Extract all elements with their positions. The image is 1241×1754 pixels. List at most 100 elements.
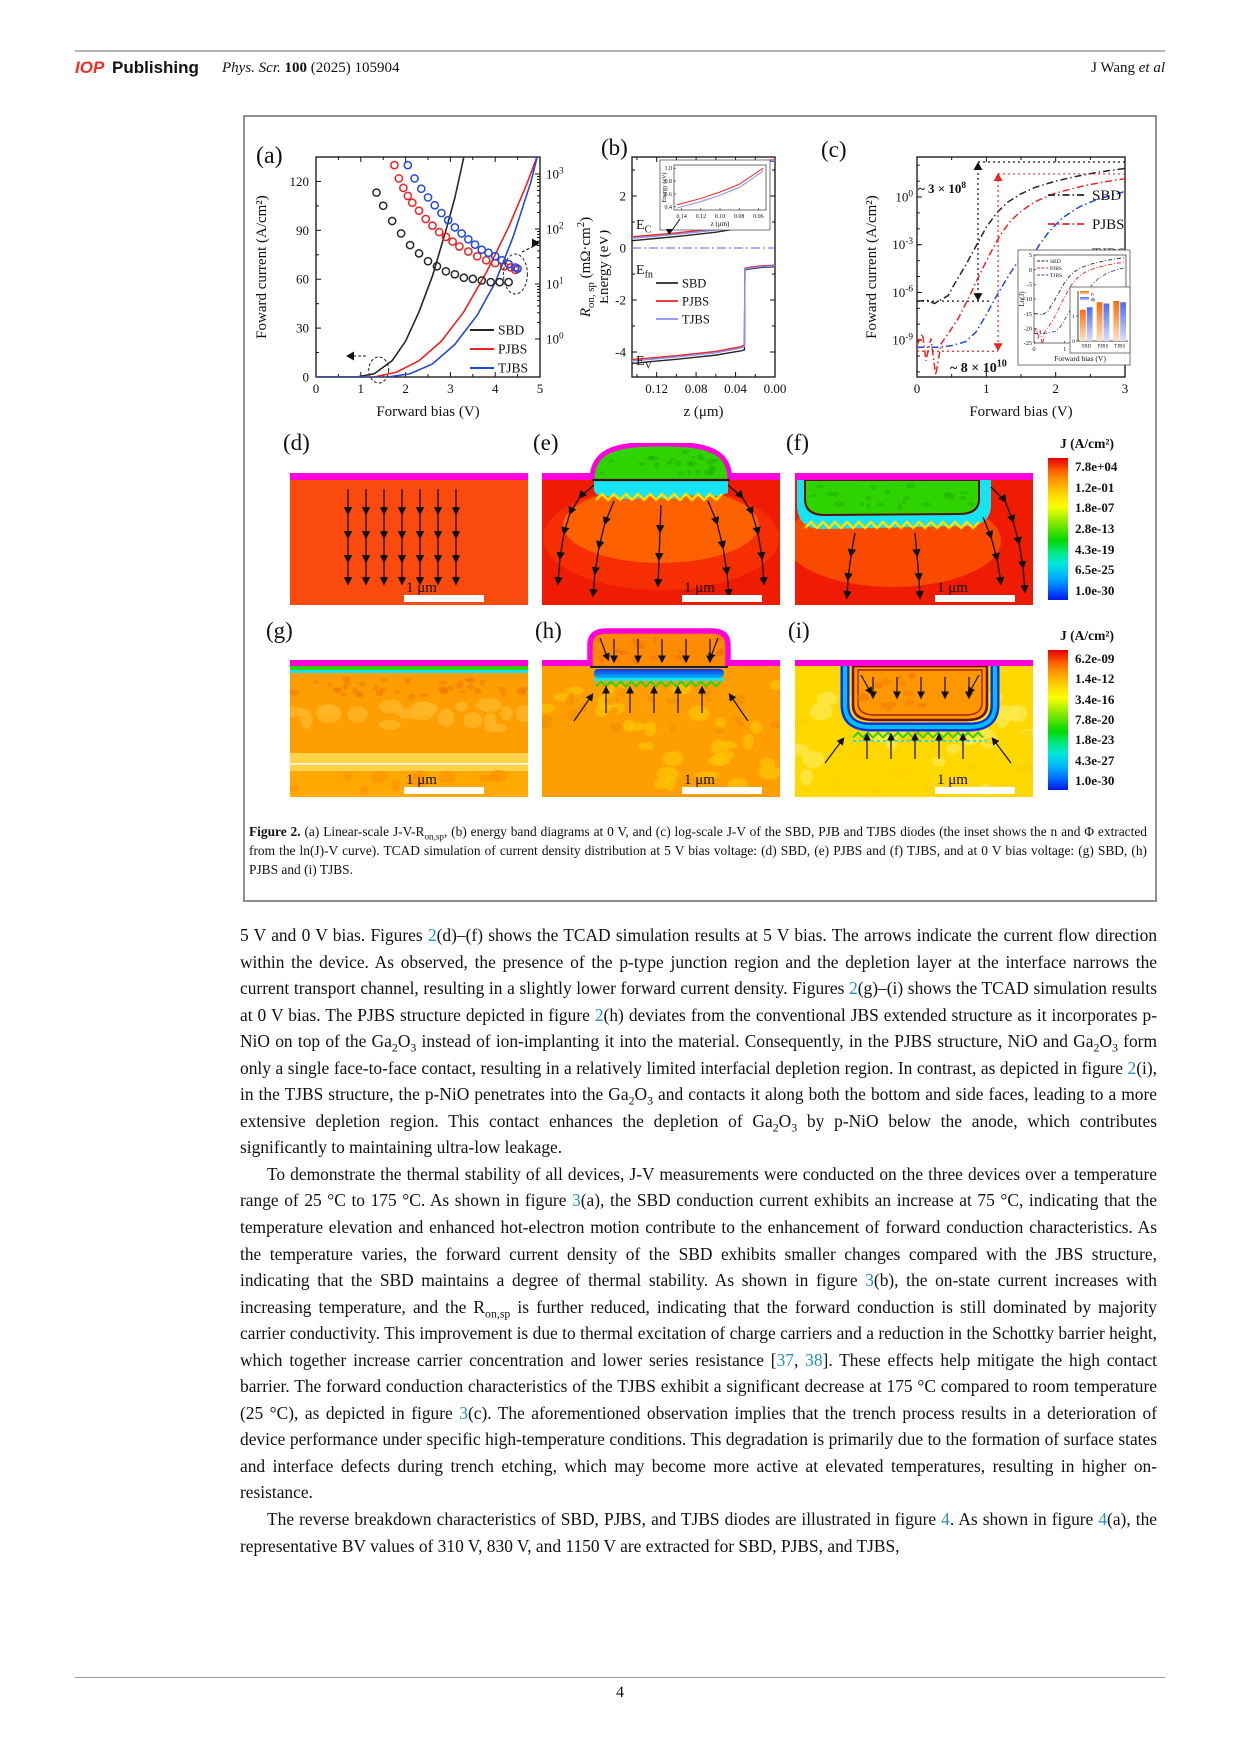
inline-reference-link[interactable]: 38: [805, 1349, 823, 1370]
panel-a-linear-jv-ron-chart: (a) 0 1 2 3 4 5 0 30 60 90 120 100 101 102 103 Foward cu…: [254, 143, 597, 420]
journal-volume: 100: [284, 60, 308, 76]
svg-text:TJBS: TJBS: [1050, 273, 1062, 279]
inline-reference-link[interactable]: 4: [1098, 1509, 1108, 1530]
panel-b-axes: 0.12 0.08 0.04 0.00 2 0 -2 -4: [615, 157, 786, 396]
colorbar-tick-label: 7.8e+04: [1075, 459, 1118, 474]
panel-f-current-map-tjbs-5v: 1 μm: [795, 473, 1033, 605]
svg-text:-4: -4: [615, 345, 626, 360]
article-body: 5 V and 0 V bias. Figures 2(d)–(f) shows…: [240, 922, 1157, 1559]
svg-text:0.10: 0.10: [715, 214, 726, 220]
panel-c-series: [917, 167, 1125, 376]
inline-reference-link[interactable]: 3: [572, 1190, 581, 1211]
svg-text:PJBS: PJBS: [1098, 345, 1109, 350]
figure-2-frame: [243, 115, 1157, 902]
svg-text:Forward bias (V): Forward bias (V): [376, 404, 479, 420]
colorbar-bottom-title: J (A/cm²): [1060, 628, 1114, 643]
svg-text:100: 100: [895, 189, 913, 204]
svg-text:PJBS: PJBS: [1050, 266, 1062, 272]
svg-text:Foward current (A/cm²): Foward current (A/cm²): [254, 195, 270, 339]
svg-text:0.00: 0.00: [764, 381, 787, 396]
inline-reference-link[interactable]: 2: [594, 1004, 604, 1025]
svg-text:1 μm: 1 μm: [406, 580, 437, 596]
panel-a-axes: 0 1 2 3 4 5 0 30 60 90 120 100 101 102 103: [290, 157, 564, 396]
svg-text:0.04: 0.04: [724, 381, 747, 396]
svg-text:2: 2: [620, 189, 627, 204]
svg-text:Energy (eV): Energy (eV): [600, 230, 612, 304]
svg-text:90: 90: [296, 223, 309, 238]
colorbar-tick-label: 1.8e-23: [1075, 732, 1115, 748]
colorbar-tick-label: 4.3e-27: [1075, 752, 1115, 768]
svg-text:EC: EC: [636, 218, 652, 236]
colorbar-tick-label: 6.5e-25: [1075, 562, 1115, 578]
inline-reference-link[interactable]: 2: [849, 978, 858, 999]
svg-text:0: 0: [914, 381, 921, 396]
svg-text:60: 60: [296, 272, 309, 287]
svg-text:Efn: Efn: [636, 263, 653, 281]
inline-reference-link[interactable]: 2: [427, 925, 437, 945]
svg-text:1: 1: [358, 381, 365, 396]
svg-text:-10: -10: [1024, 296, 1032, 303]
inline-reference-link[interactable]: 4: [941, 1509, 950, 1530]
svg-text:-20: -20: [1024, 326, 1032, 333]
svg-text:z (μm): z (μm): [683, 404, 723, 420]
svg-text:0.8: 0.8: [665, 179, 673, 185]
panel-h-current-map-pjbs-0v: 1 μm: [542, 628, 780, 797]
svg-text:SBD: SBD: [1081, 345, 1091, 350]
svg-text:30: 30: [296, 321, 309, 336]
panel-d-label: (d): [283, 430, 310, 455]
colorbar-tick-label: 1.2e-01: [1075, 479, 1115, 495]
svg-text:1: 1: [1072, 314, 1075, 320]
colorbar-tick-label: 1.8e-07: [1075, 500, 1115, 516]
colorbar-tick-label: 1.0e-30: [1075, 773, 1115, 788]
panel-b-legend: SBD PJBS TJBS: [656, 277, 710, 327]
svg-text:0.08: 0.08: [734, 214, 745, 220]
svg-text:~ 3 × 108: ~ 3 × 108: [918, 181, 966, 196]
panel-i-current-map-tjbs-0v: 1 μm: [795, 660, 1033, 797]
publisher-logo: IOP Publishing: [75, 58, 199, 78]
author-name: J Wang: [1091, 60, 1139, 76]
colorbar-tick-label: 3.4e-16: [1075, 691, 1115, 707]
current-flow-arrows: [824, 674, 1012, 764]
svg-text:SBD: SBD: [1092, 188, 1121, 204]
svg-text:5: 5: [537, 381, 544, 396]
svg-text:-15: -15: [1024, 311, 1032, 318]
svg-text:Forward bias (V): Forward bias (V): [1054, 354, 1106, 363]
svg-text:-2: -2: [615, 293, 626, 308]
page-number: 4: [616, 1684, 624, 1701]
inline-reference-link[interactable]: 37: [776, 1349, 794, 1370]
svg-text:-25: -25: [1024, 340, 1032, 347]
current-flow-arrows: [343, 489, 461, 586]
panel-a-legend: SBD PJBS TJBS: [470, 323, 528, 376]
inline-reference-link[interactable]: 3: [865, 1270, 874, 1291]
svg-text:120: 120: [290, 174, 310, 189]
svg-text:PJBS: PJBS: [1092, 217, 1125, 233]
svg-text:0.12: 0.12: [645, 381, 668, 396]
colorbar-tick-label: 1.0e-30: [1075, 583, 1115, 598]
svg-text:0.08: 0.08: [685, 381, 708, 396]
svg-text:z (μm): z (μm): [711, 220, 730, 228]
svg-text:1 μm: 1 μm: [937, 580, 968, 596]
svg-text:SBD: SBD: [682, 277, 706, 291]
figure-caption: Figure 2. (a) Linear-scale J-V-Ron,sp, (…: [249, 824, 1147, 878]
panel-a-annotations: [346, 238, 540, 384]
running-authors: J Wang et al: [1091, 60, 1165, 77]
inline-reference-link[interactable]: 3: [459, 1402, 468, 1423]
author-etal: et al: [1138, 60, 1165, 76]
svg-text:(a): (a): [256, 143, 283, 169]
svg-text:1 μm: 1 μm: [684, 580, 715, 596]
svg-text:1: 1: [983, 381, 990, 396]
panel-e-current-map-pjbs-5v: 1 μm: [542, 443, 780, 605]
svg-text:-5: -5: [1027, 282, 1032, 289]
svg-text:~ 8 × 1010: ~ 8 × 1010: [950, 358, 1007, 376]
svg-text:0: 0: [1072, 339, 1075, 345]
inline-reference-link[interactable]: 2: [1127, 1057, 1137, 1078]
colorbar-tick-label: 4.3e-19: [1075, 541, 1115, 557]
colorbar-tick-label: 7.8e-20: [1075, 712, 1115, 727]
colorbar-top: [1048, 458, 1068, 600]
panel-f-label: (f): [786, 430, 809, 455]
iop-logo-icon: IOP: [75, 58, 105, 77]
svg-text:10-6: 10-6: [892, 285, 913, 300]
svg-text:PJBS: PJBS: [682, 295, 709, 309]
